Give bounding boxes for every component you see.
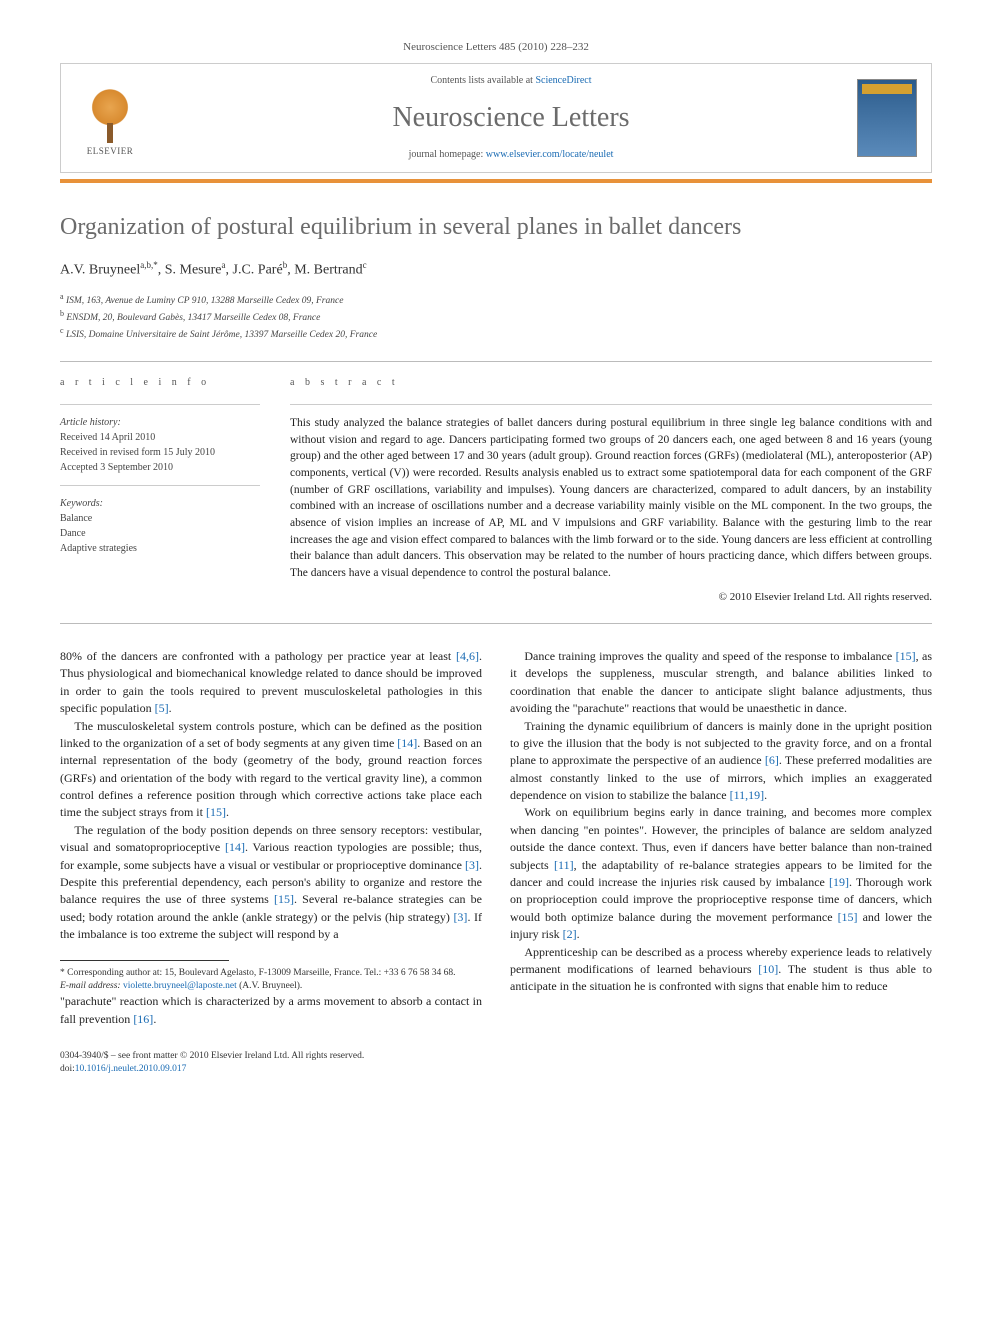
footnote-divider bbox=[60, 960, 229, 961]
journal-homepage-link[interactable]: www.elsevier.com/locate/neulet bbox=[486, 149, 614, 160]
keyword: Dance bbox=[60, 526, 260, 541]
author-mark: c bbox=[363, 260, 367, 270]
citation-link[interactable]: [15] bbox=[206, 805, 226, 819]
body-paragraph: Work on equilibrium begins early in danc… bbox=[510, 804, 932, 943]
front-matter-line: 0304-3940/$ – see front matter © 2010 El… bbox=[60, 1050, 932, 1063]
email-author: (A.V. Bruyneel). bbox=[237, 981, 303, 991]
body-paragraph: "parachute" reaction which is characteri… bbox=[60, 993, 482, 1028]
affiliation-text: ENSDM, 20, Boulevard Gabès, 13417 Marsei… bbox=[66, 313, 320, 323]
elsevier-logo: ELSEVIER bbox=[75, 78, 145, 158]
accent-bar bbox=[60, 179, 932, 183]
affiliation-text: LSIS, Domaine Universitaire de Saint Jér… bbox=[66, 331, 377, 341]
abstract-heading: a b s t r a c t bbox=[290, 376, 932, 390]
doi-link[interactable]: 10.1016/j.neulet.2010.09.017 bbox=[75, 1064, 187, 1074]
sciencedirect-link[interactable]: ScienceDirect bbox=[535, 75, 591, 86]
email-label: E-mail address: bbox=[60, 981, 123, 991]
citation-link[interactable]: [2] bbox=[563, 927, 577, 941]
citation-link[interactable]: [15] bbox=[838, 910, 858, 924]
history-received: Received 14 April 2010 bbox=[60, 430, 260, 445]
affiliation: b ENSDM, 20, Boulevard Gabès, 13417 Mars… bbox=[60, 308, 932, 325]
abstract-copyright: © 2010 Elsevier Ireland Ltd. All rights … bbox=[290, 590, 932, 605]
history-accepted: Accepted 3 September 2010 bbox=[60, 460, 260, 475]
history-revised: Received in revised form 15 July 2010 bbox=[60, 445, 260, 460]
corresponding-author-footnote: * Corresponding author at: 15, Boulevard… bbox=[60, 967, 482, 980]
doi-prefix: doi: bbox=[60, 1064, 75, 1074]
elsevier-tree-icon bbox=[85, 88, 135, 143]
article-title: Organization of postural equilibrium in … bbox=[60, 213, 932, 242]
elsevier-label: ELSEVIER bbox=[87, 145, 134, 158]
abstract-text: This study analyzed the balance strategi… bbox=[290, 415, 932, 582]
citation-link[interactable]: [16] bbox=[133, 1012, 153, 1026]
citation-link[interactable]: [14] bbox=[225, 840, 245, 854]
citation-link[interactable]: [11,19] bbox=[730, 788, 765, 802]
keyword: Balance bbox=[60, 511, 260, 526]
author-mark: b bbox=[283, 260, 288, 270]
journal-citation: Neuroscience Letters 485 (2010) 228–232 bbox=[60, 40, 932, 55]
citation-link[interactable]: [5] bbox=[155, 701, 169, 715]
journal-header-box: ELSEVIER Contents lists available at Sci… bbox=[60, 63, 932, 172]
author: J.C. Paré bbox=[233, 263, 283, 278]
citation-link[interactable]: [14] bbox=[397, 736, 417, 750]
affiliation-text: ISM, 163, Avenue de Luminy CP 910, 13288… bbox=[66, 296, 343, 306]
author: M. Bertrand bbox=[294, 263, 362, 278]
author-mark: a bbox=[222, 260, 226, 270]
affiliations: a ISM, 163, Avenue de Luminy CP 910, 132… bbox=[60, 291, 932, 343]
body-paragraph: Apprenticeship can be described as a pro… bbox=[510, 944, 932, 996]
front-matter-info: 0304-3940/$ – see front matter © 2010 El… bbox=[60, 1050, 932, 1077]
citation-link[interactable]: [10] bbox=[758, 962, 778, 976]
journal-name: Neuroscience Letters bbox=[165, 98, 857, 137]
author: A.V. Bruyneel bbox=[60, 263, 140, 278]
body-paragraph: The musculoskeletal system controls post… bbox=[60, 718, 482, 822]
affiliation-mark: a bbox=[60, 292, 64, 301]
divider bbox=[60, 623, 932, 624]
article-info-panel: a r t i c l e i n f o Article history: R… bbox=[60, 376, 260, 605]
divider bbox=[60, 485, 260, 486]
divider bbox=[290, 404, 932, 405]
citation-link[interactable]: [4,6] bbox=[456, 649, 479, 663]
email-link[interactable]: violette.bruyneel@laposte.net bbox=[123, 981, 237, 991]
body-paragraph: Dance training improves the quality and … bbox=[510, 648, 932, 718]
abstract-panel: a b s t r a c t This study analyzed the … bbox=[290, 376, 932, 605]
contents-available-line: Contents lists available at ScienceDirec… bbox=[165, 74, 857, 88]
history-label: Article history: bbox=[60, 415, 260, 430]
citation-link[interactable]: [6] bbox=[765, 753, 779, 767]
journal-homepage-line: journal homepage: www.elsevier.com/locat… bbox=[165, 148, 857, 162]
email-footnote: E-mail address: violette.bruyneel@lapost… bbox=[60, 980, 482, 993]
citation-link[interactable]: [19] bbox=[829, 875, 849, 889]
citation-link[interactable]: [11] bbox=[554, 858, 574, 872]
citation-link[interactable]: [15] bbox=[896, 649, 916, 663]
keyword: Adaptive strategies bbox=[60, 541, 260, 556]
affiliation: a ISM, 163, Avenue de Luminy CP 910, 132… bbox=[60, 291, 932, 308]
citation-link[interactable]: [15] bbox=[274, 892, 294, 906]
author-mark: a,b,* bbox=[140, 260, 158, 270]
keywords-label: Keywords: bbox=[60, 496, 260, 511]
author-list: A.V. Bruyneela,b,*, S. Mesurea, J.C. Par… bbox=[60, 259, 932, 280]
affiliation: c LSIS, Domaine Universitaire de Saint J… bbox=[60, 325, 932, 342]
citation-link[interactable]: [3] bbox=[453, 910, 467, 924]
author: S. Mesure bbox=[165, 263, 222, 278]
body-paragraph: Training the dynamic equilibrium of danc… bbox=[510, 718, 932, 805]
affiliation-mark: b bbox=[60, 309, 64, 318]
affiliation-mark: c bbox=[60, 326, 64, 335]
journal-cover-thumbnail bbox=[857, 79, 917, 157]
doi-line: doi:10.1016/j.neulet.2010.09.017 bbox=[60, 1063, 932, 1076]
divider bbox=[60, 404, 260, 405]
body-paragraph: 80% of the dancers are confronted with a… bbox=[60, 648, 482, 718]
body-text: 80% of the dancers are confronted with a… bbox=[60, 648, 932, 1028]
body-paragraph: The regulation of the body position depe… bbox=[60, 822, 482, 944]
contents-prefix: Contents lists available at bbox=[430, 75, 535, 86]
citation-link[interactable]: [3] bbox=[465, 858, 479, 872]
homepage-prefix: journal homepage: bbox=[409, 149, 486, 160]
article-info-heading: a r t i c l e i n f o bbox=[60, 376, 260, 390]
